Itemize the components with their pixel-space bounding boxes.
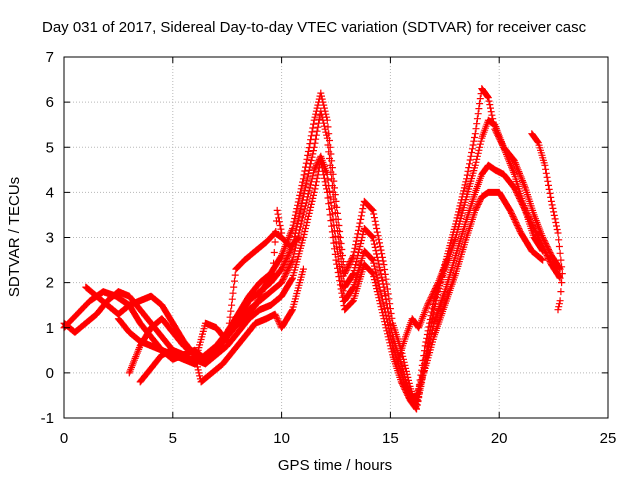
marker-trail bbox=[528, 130, 566, 314]
x-tick-label: 10 bbox=[273, 430, 290, 447]
satellite-track-5 bbox=[125, 265, 307, 386]
marker-trail bbox=[136, 229, 303, 386]
y-tick-label: 7 bbox=[46, 49, 54, 66]
satellite-track-6 bbox=[136, 229, 303, 386]
satellite-track-2 bbox=[60, 107, 564, 408]
chart-title: Day 031 of 2017, Sidereal Day-to-day VTE… bbox=[42, 19, 587, 36]
data-markers bbox=[60, 85, 566, 413]
axes: 0 5 10 15 20 25 -1 0 1 2 3 4 5 6 7 bbox=[41, 49, 617, 447]
satellite-track-9 bbox=[528, 130, 566, 314]
marker-trail bbox=[60, 107, 564, 408]
x-tick-label: 15 bbox=[382, 430, 399, 447]
y-tick-label: 1 bbox=[46, 320, 54, 337]
x-axis-label: GPS time / hours bbox=[278, 457, 392, 474]
x-tick-label: 25 bbox=[600, 430, 617, 447]
y-tick-label: 2 bbox=[46, 275, 54, 292]
satellite-track-7 bbox=[230, 206, 286, 332]
y-tick-label: 3 bbox=[46, 230, 54, 247]
y-tick-label: 5 bbox=[46, 139, 54, 156]
y-tick-label: -1 bbox=[41, 410, 54, 427]
y-tick-label: 4 bbox=[46, 184, 54, 201]
marker-trail bbox=[393, 256, 451, 368]
gridlines bbox=[64, 57, 608, 418]
y-axis-label: SDTVAR / TECUs bbox=[6, 177, 23, 297]
y-tick-label: 0 bbox=[46, 365, 54, 382]
x-tick-label: 5 bbox=[169, 430, 177, 447]
marker-trail bbox=[230, 206, 286, 332]
y-tick-label: 6 bbox=[46, 94, 54, 111]
x-tick-label: 0 bbox=[60, 430, 68, 447]
satellite-track-8 bbox=[393, 256, 451, 368]
x-tick-label: 20 bbox=[491, 430, 508, 447]
marker-trail bbox=[125, 265, 307, 386]
